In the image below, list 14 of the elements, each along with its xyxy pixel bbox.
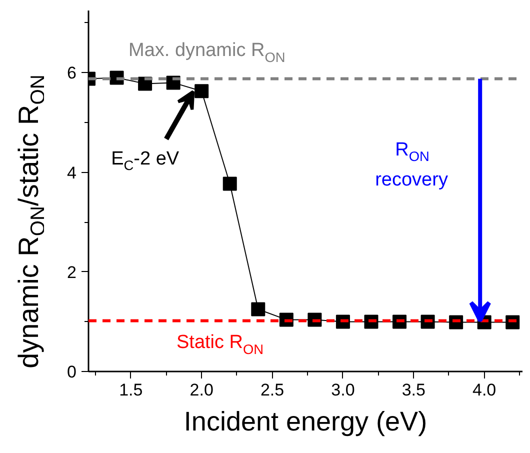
x-tick-label: 2.0	[190, 380, 214, 400]
y-tick-label: 0	[67, 362, 77, 382]
x-tick-label: 2.5	[260, 380, 284, 400]
y-tick-label: 2	[67, 262, 77, 282]
x-tick-label: 1.5	[119, 380, 143, 400]
y-tick-label: 4	[67, 163, 77, 182]
x-tick-label: 3.5	[402, 380, 426, 400]
point	[251, 302, 266, 316]
point	[194, 84, 209, 98]
y-tick-label: 6	[67, 64, 77, 83]
x-tick-label: 4.0	[472, 380, 496, 400]
point	[222, 176, 237, 191]
x-tick-label: 3.0	[331, 380, 355, 400]
x-axis-title: Incident energy (eV)	[184, 406, 428, 436]
